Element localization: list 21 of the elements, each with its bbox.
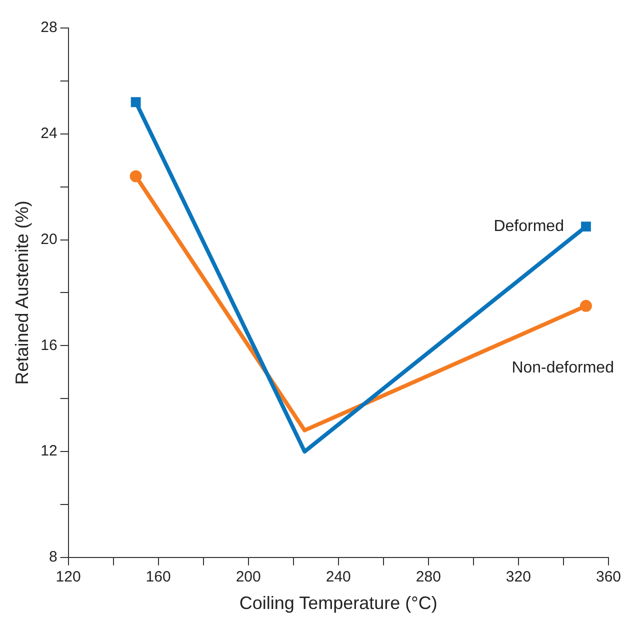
series-label: Non-deformed bbox=[512, 359, 614, 376]
x-tick-label: 240 bbox=[326, 568, 351, 586]
x-axis-title: Coiling Temperature (°C) bbox=[239, 593, 438, 614]
x-tick-label: 320 bbox=[506, 568, 531, 586]
y-tick-label: 28 bbox=[40, 19, 58, 36]
x-tick-label: 200 bbox=[236, 568, 261, 586]
y-tick-label: 24 bbox=[40, 125, 58, 142]
y-tick-label: 20 bbox=[40, 230, 58, 248]
point bbox=[581, 222, 591, 232]
x-tick-label: 120 bbox=[56, 568, 81, 586]
x-tick-label: 160 bbox=[146, 568, 171, 586]
y-axis-title: Retained Austenite (%) bbox=[12, 200, 32, 385]
series-label: Deformed bbox=[494, 218, 564, 235]
y-tick-label: 12 bbox=[40, 442, 58, 460]
x-tick-label: 360 bbox=[596, 568, 621, 586]
point bbox=[130, 97, 141, 108]
point bbox=[130, 170, 142, 182]
y-tick-label: 16 bbox=[40, 336, 58, 354]
point bbox=[580, 300, 592, 312]
y-tick-label: 8 bbox=[48, 548, 58, 566]
x-tick-label: 280 bbox=[416, 568, 441, 586]
